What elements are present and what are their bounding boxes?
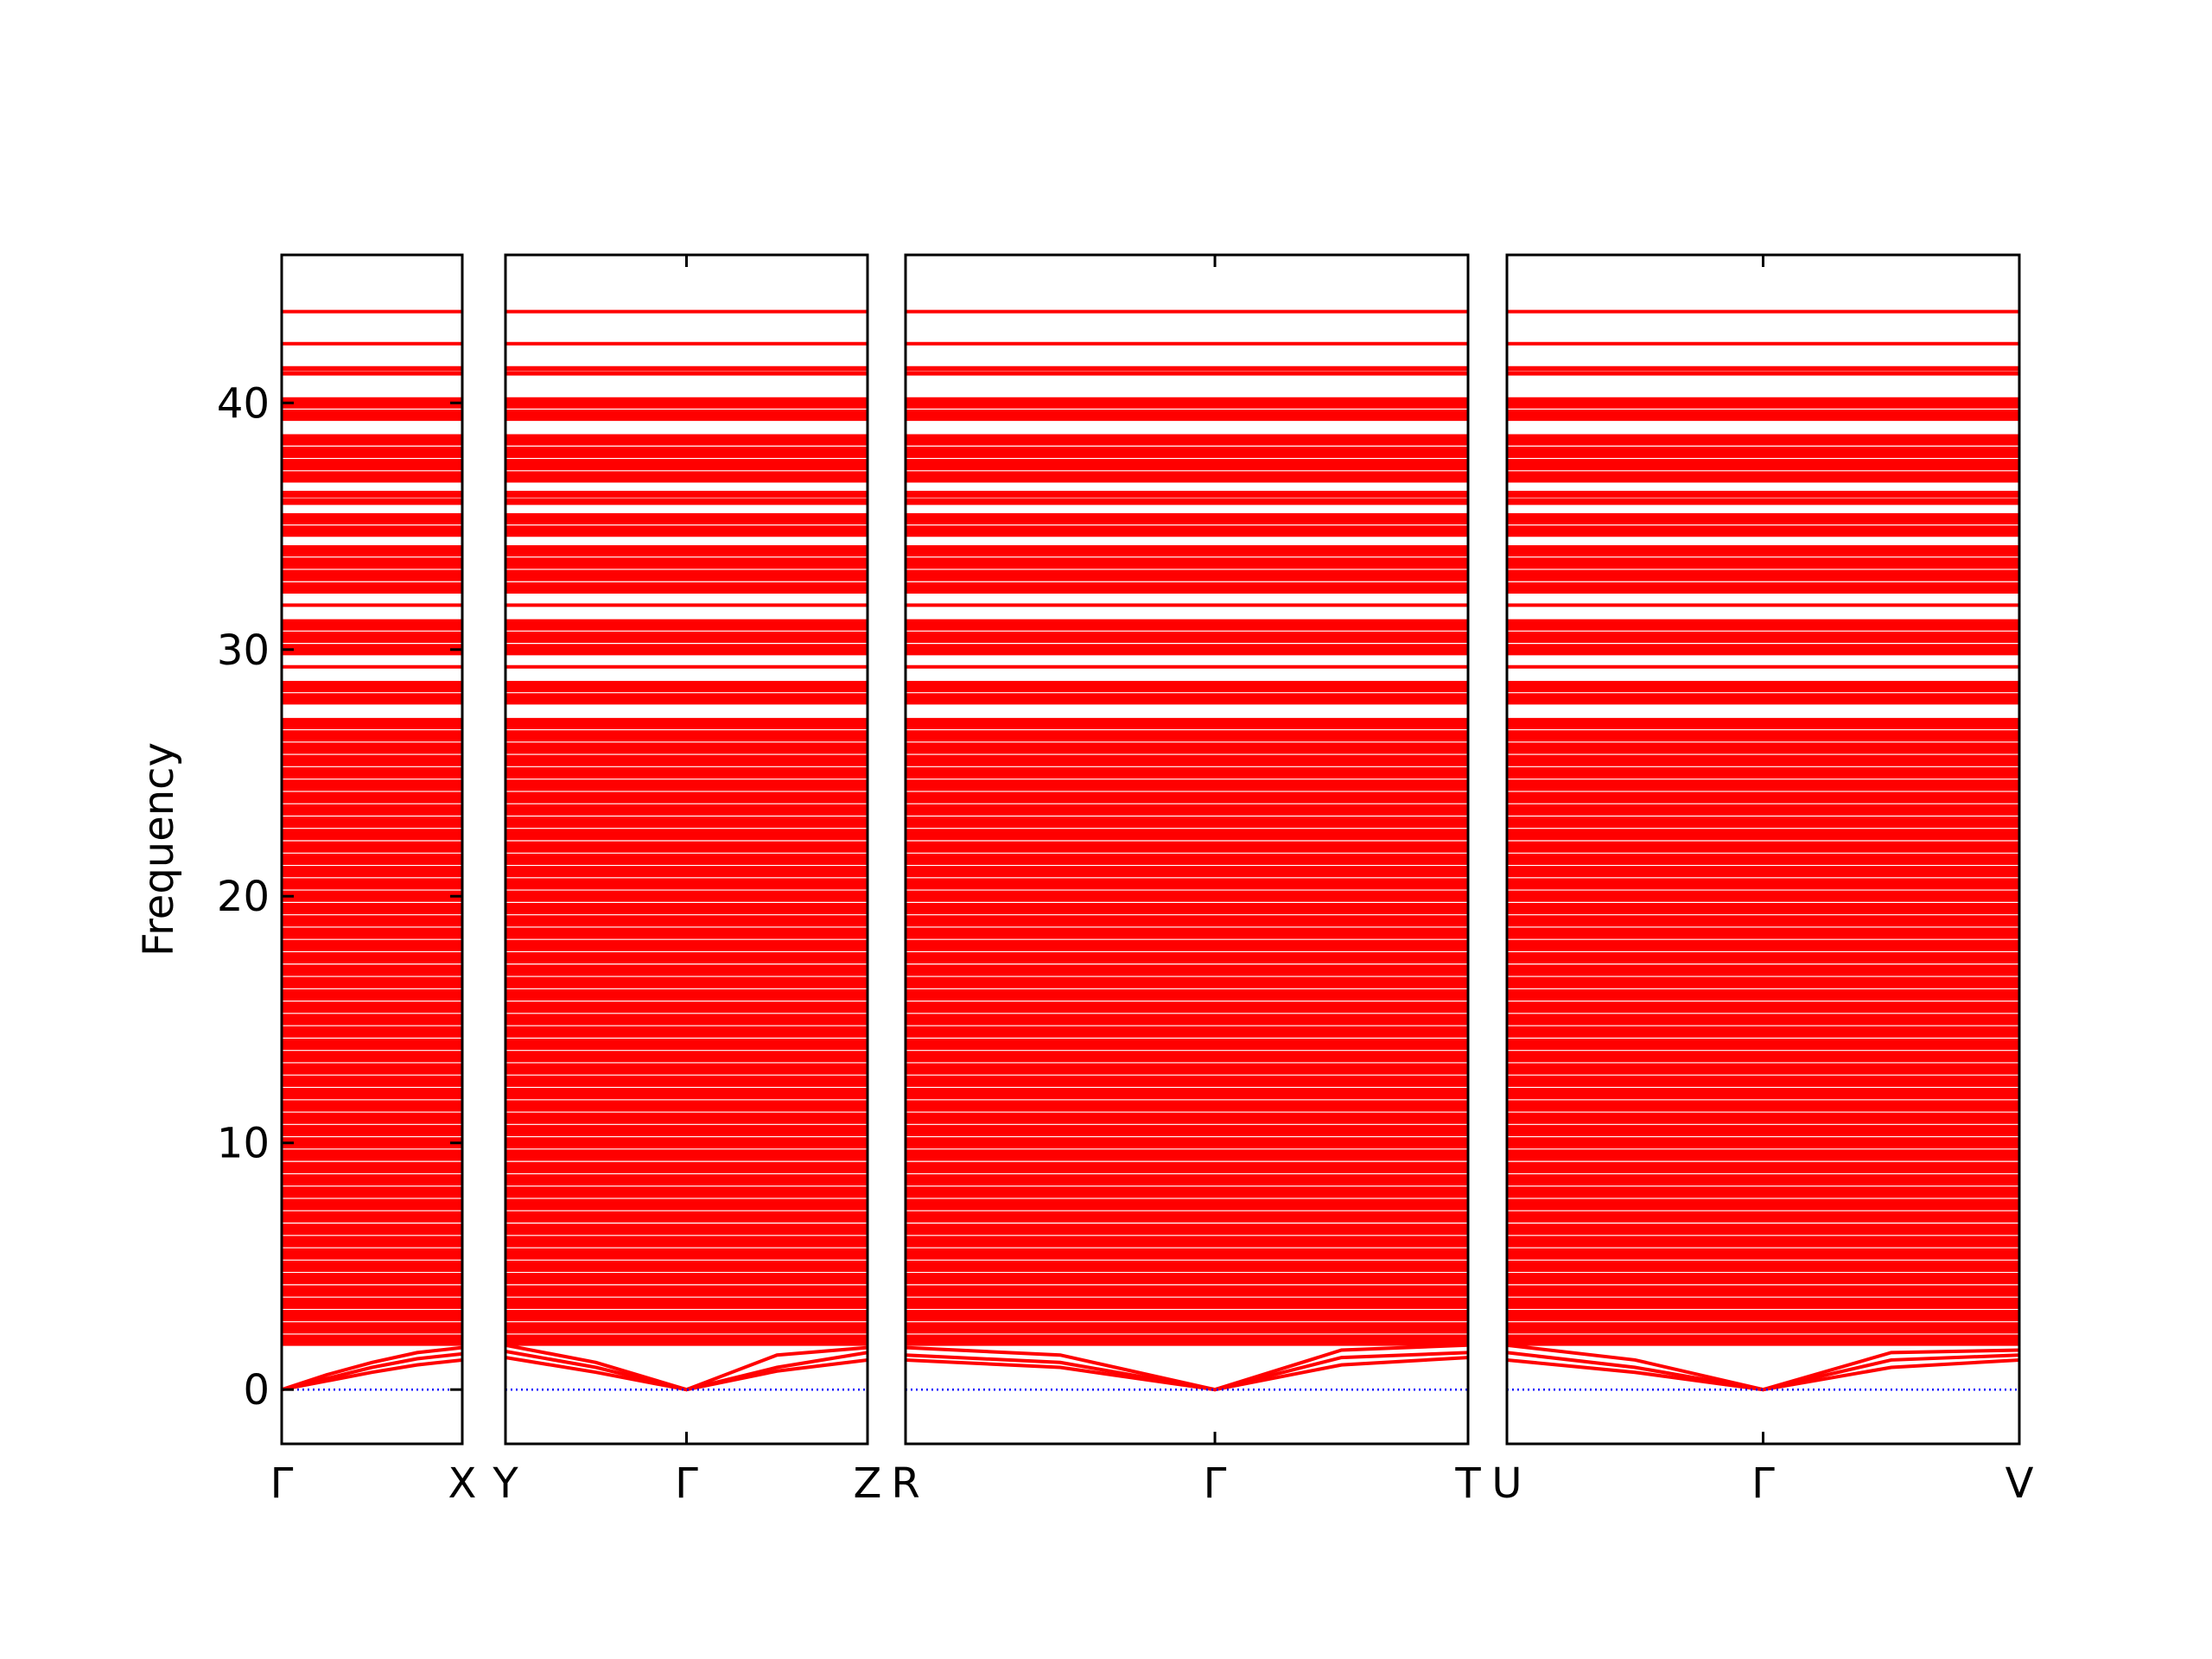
x-tick-label: Y [492,1459,518,1508]
x-tick-label: X [448,1459,477,1508]
frame [904,253,1470,1446]
y-tick-label: 0 [243,1366,270,1414]
x-tick-label: Γ [1204,1459,1227,1508]
x-tick-label: R [891,1459,919,1508]
band [505,1343,868,1392]
y-tick-label: 20 [217,873,270,921]
band [282,1357,462,1392]
band [906,1343,1468,1392]
band [1507,1343,2019,1392]
x-tick-label: Γ [270,1459,294,1508]
y-tick-label: 40 [217,379,270,428]
band [1507,1351,2019,1392]
panel [1507,309,2019,1392]
panel [282,309,462,1392]
x-tick-label: Z [854,1459,882,1508]
band [282,1351,462,1392]
frame [280,253,464,1446]
y-tick-label: 30 [217,626,270,675]
y-axis-label: Frequency [135,742,183,957]
y-tick-label: 10 [217,1120,270,1168]
band [1507,1357,2019,1392]
x-tick-label: U [1491,1459,1522,1508]
panel [906,309,1468,1392]
x-tick-label: Γ [1751,1459,1775,1508]
panel [505,309,868,1392]
x-tick-label: Γ [675,1459,698,1508]
band [282,1345,462,1392]
x-tick-label: T [1454,1459,1481,1508]
x-tick-label: V [2005,1459,2034,1508]
